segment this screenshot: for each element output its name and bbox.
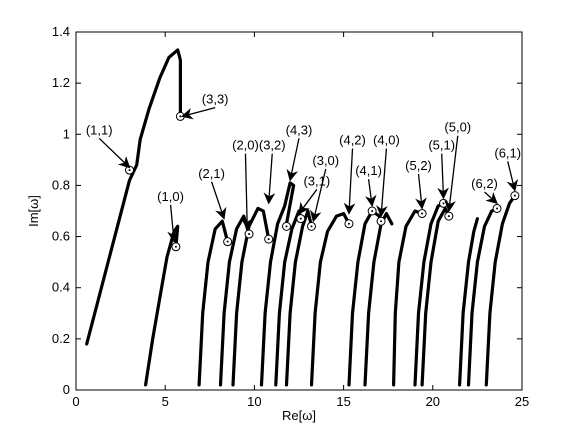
y-tick-label: 1.4 [52,24,70,39]
annotation-arrow [310,168,327,223]
annotation-label: (3,1) [303,173,330,188]
annotation-arrow [98,137,131,169]
annotation-arrow [506,161,519,192]
plot-frame [75,31,523,391]
annotation-label: (3,0) [312,153,339,168]
endpoint-marker-dot [421,212,424,215]
annotation-arrow [364,179,377,208]
x-tick-label: 20 [426,394,440,409]
endpoint-marker-dot [128,169,131,172]
annotation-label: (4,3) [286,122,313,137]
endpoint-marker-dot [248,233,251,236]
markers-layer [125,111,520,252]
annotation-label: (1,0) [157,189,184,204]
series-line [309,212,351,387]
endpoint-marker-dot [380,220,383,223]
series-line [413,201,446,387]
y-tick-label: 0.6 [52,229,70,244]
y-axis-label: Im[ω] [26,195,41,227]
annotation-label: (3,2) [259,138,286,153]
annotations-layer: (3,3) (1,1) (1,0) (2,1) (2,0) (3,2)(4,3) (3,1)… [86,92,521,243]
annotation-label: (3,3) [202,92,229,107]
annotation-label: (6,1) [494,145,521,160]
annotation-arrow [484,191,498,205]
series-line [484,194,517,387]
annotation-label: (2,1) [198,166,225,181]
annotation-arrow [343,148,356,215]
annotation-arrow [167,204,179,243]
endpoint-marker-dot [447,215,450,218]
x-tick-label: 5 [162,394,169,409]
annotation-arrow [376,148,388,218]
y-tick-label: 0.8 [52,177,70,192]
annotation-label: (4,0) [373,133,400,148]
y-tick-label: 0 [63,382,70,397]
y-tick-label: 1 [63,126,70,141]
annotation-arrow [263,153,276,205]
x-tick-label: 10 [247,394,261,409]
annotation-arrow [181,106,216,120]
series-line [85,48,182,346]
series-line [197,219,230,387]
endpoint-marker-dot [496,207,499,210]
x-axis-label: Re[ω] [282,408,316,423]
annotation-label: (6,2) [471,176,498,191]
x-tick-label: 0 [72,394,79,409]
endpoint-marker-dot [371,210,374,212]
endpoint-marker-dot [179,115,182,118]
annotation-label: (5,1) [428,138,455,153]
endpoint-marker-dot [226,240,229,243]
y-axis-ticks: 0 0.2 0.4 0.6 0.8 1 1.2 1.4 [52,24,522,397]
annotation-arrow [444,135,459,213]
endpoint-marker-dot [174,245,177,248]
endpoint-marker-dot [442,202,445,205]
y-tick-label: 0.4 [52,280,70,295]
y-tick-label: 0.2 [52,331,70,346]
endpoint-marker-dot [285,225,288,228]
x-axis-ticks: 0 5 10 15 20 25 [72,32,529,409]
endpoint-marker-dot [513,194,516,197]
annotation-arrow [298,189,318,215]
annotation-arrow [241,153,253,231]
series-line [259,181,296,387]
series-line [466,206,499,387]
series-line [458,217,479,387]
series-line [392,209,424,387]
endpoint-marker-dot [267,238,270,241]
annotation-arrow [210,181,227,220]
x-tick-label: 25 [515,394,529,409]
annotation-label: (2,0) [232,138,259,153]
series-line [144,224,180,387]
annotation-arrow [437,153,449,200]
x-tick-label: 15 [336,394,350,409]
endpoint-marker-dot [347,222,350,225]
annotation-arrow [286,138,300,182]
annotation-arrow [415,174,427,210]
endpoint-marker-dot [299,217,302,220]
annotation-label: (4,1) [355,163,382,178]
annotation-label: (4,2) [339,133,366,148]
annotation-label: (5,0) [444,120,471,135]
annotation-label: (1,1) [86,122,113,137]
annotation-label: (5,2) [405,158,432,173]
endpoint-marker-dot [310,225,313,228]
y-tick-label: 1.2 [52,75,70,90]
